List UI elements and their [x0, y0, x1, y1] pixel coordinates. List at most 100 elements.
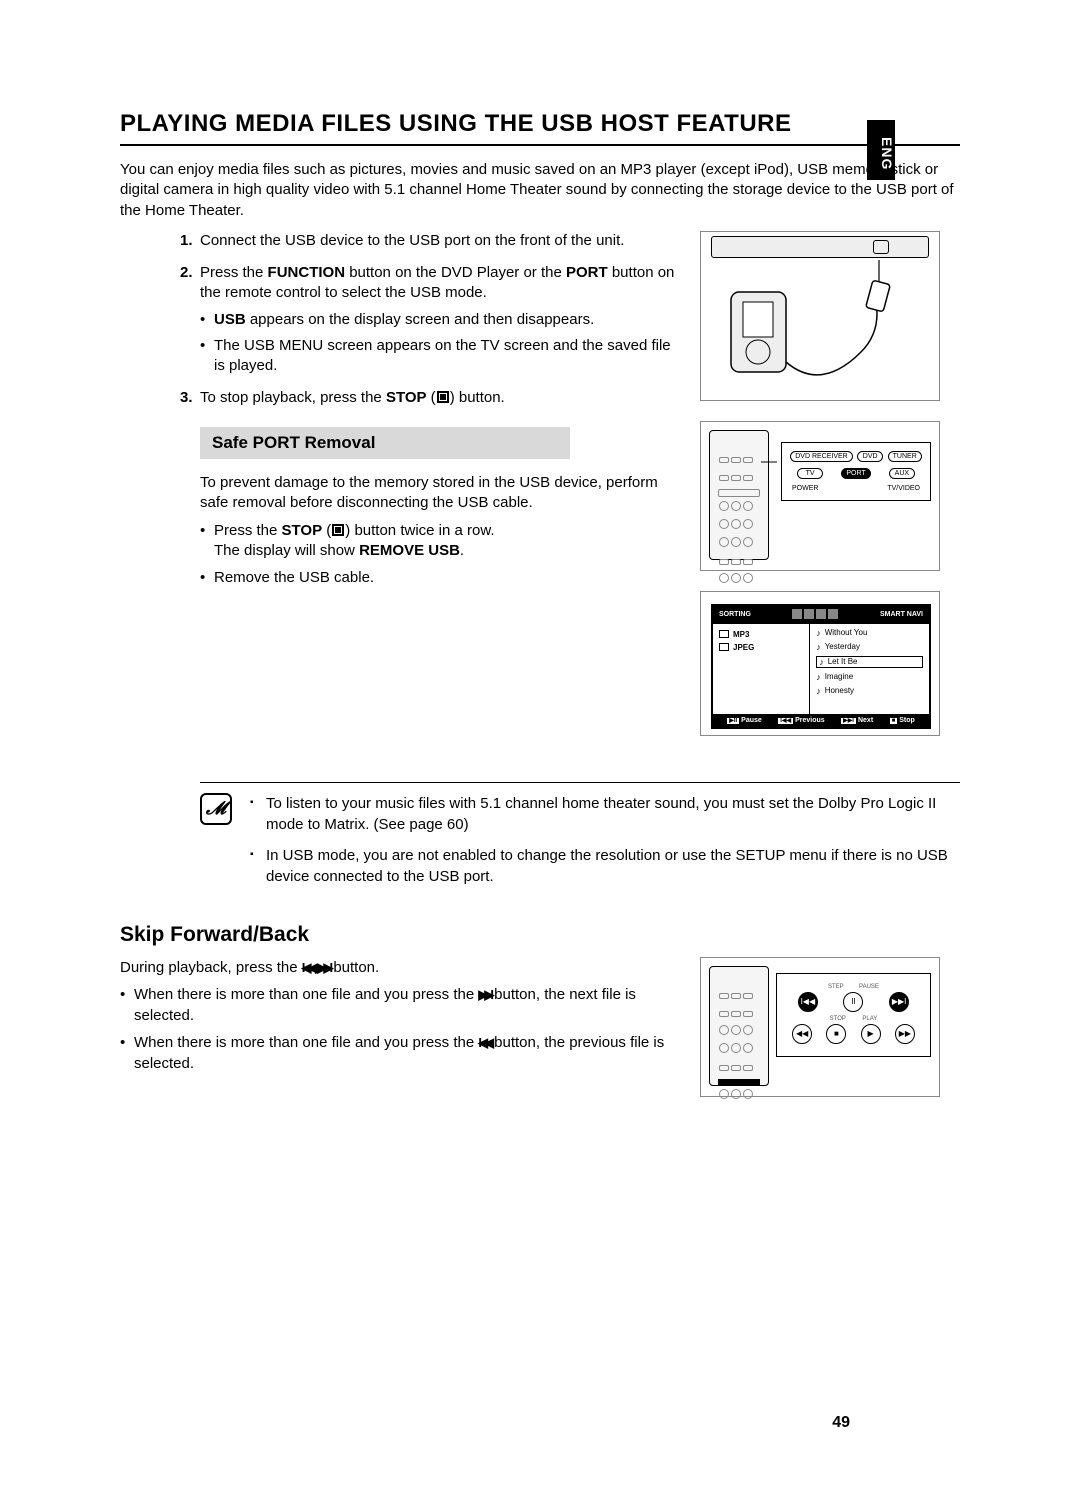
track-item: Honesty	[825, 686, 854, 695]
play-button: ▶	[861, 1024, 881, 1044]
safe-port-heading: Safe PORT Removal	[200, 427, 570, 459]
usb-device-illustration	[700, 231, 940, 401]
track-item-selected: Let It Be	[828, 657, 858, 666]
rewind-button: ◀◀	[792, 1024, 812, 1044]
folder-icon	[719, 643, 729, 651]
skip-forward-button-highlighted: ▶▶I	[889, 992, 909, 1012]
steps-list: 1. Connect the USB device to the USB por…	[120, 231, 680, 409]
tv-button: TV	[797, 468, 823, 479]
bullet-text: ) button twice in a row.	[345, 522, 494, 539]
pause-label: Pause	[741, 717, 762, 724]
skip-back-button-highlighted: I◀◀	[798, 992, 818, 1012]
skip-text: button.	[329, 959, 379, 976]
tuner-button: TUNER	[888, 451, 922, 462]
stop-label: STOP	[386, 389, 427, 406]
dvd-receiver-button: DVD RECEIVER	[790, 451, 853, 462]
step-text: button on the DVD Player or the	[345, 264, 566, 281]
step-label: STEP	[828, 984, 844, 990]
safe-port-bullet-2: Remove the USB cable.	[200, 568, 680, 588]
skip-bullet-1: When there is more than one file and you…	[120, 984, 680, 1026]
jpeg-folder: JPEG	[733, 643, 754, 652]
skip-intro: During playback, press the I◀◀,▶▶I butto…	[120, 957, 680, 978]
bullet-text: appears on the display screen and then d…	[246, 311, 595, 328]
music-icon: ♪	[816, 642, 821, 652]
next-icon: ▶▶I	[841, 718, 856, 724]
stop-label: STOP	[830, 1016, 846, 1022]
folder-icon	[719, 630, 729, 638]
skip-forward-icon: ▶▶I	[478, 987, 490, 1002]
previous-label: Previous	[795, 717, 825, 724]
port-callout: DVD RECEIVER DVD TUNER TV PORT AUX POWER…	[781, 442, 931, 501]
menu-icon	[816, 609, 826, 619]
skip-back-icon: I◀◀	[302, 960, 314, 975]
skip-forward-icon: ▶▶I	[318, 960, 330, 975]
stop-icon	[437, 391, 449, 403]
skip-heading: Skip Forward/Back	[120, 923, 960, 947]
remove-usb-label: REMOVE USB	[359, 542, 460, 559]
music-icon: ♪	[816, 686, 821, 696]
pause-icon: ▶II	[727, 718, 739, 724]
track-item: Without You	[825, 628, 868, 637]
bullet-text: (	[322, 522, 331, 539]
next-label: Next	[858, 717, 873, 724]
page-number: 49	[832, 1414, 850, 1432]
step-3: 3. To stop playback, press the STOP () b…	[200, 388, 680, 408]
pause-button: II	[843, 992, 863, 1012]
step-text: Press the	[200, 264, 268, 281]
menu-icon	[792, 609, 802, 619]
sorting-label: SORTING	[719, 611, 751, 618]
aux-button: AUX	[889, 468, 915, 479]
usb-menu-illustration: SORTING SMART NAVI MP3 JPEG ♪ Without You…	[700, 591, 940, 736]
port-label: PORT	[566, 264, 608, 281]
skip-bullet-2: When there is more than one file and you…	[120, 1032, 680, 1074]
step-text: ) button.	[450, 389, 505, 406]
skip-back-icon: I◀◀	[478, 1035, 490, 1050]
fastforward-button: ▶▶	[895, 1024, 915, 1044]
step-text: To stop playback, press the	[200, 389, 386, 406]
tvvideo-label: TV/VIDEO	[887, 485, 920, 492]
menu-icon	[828, 609, 838, 619]
safe-port-intro: To prevent damage to the memory stored i…	[200, 473, 680, 514]
step-text: Connect the USB device to the USB port o…	[200, 232, 624, 249]
step-number: 1.	[180, 231, 193, 251]
control-callout: STEP PAUSE I◀◀ II ▶▶I STOP PLAY ◀◀	[776, 973, 931, 1057]
stop-label: STOP	[282, 522, 323, 539]
intro-text: You can enjoy media files such as pictur…	[120, 160, 960, 221]
music-icon: ♪	[816, 628, 821, 638]
bullet-text: Press the	[214, 522, 282, 539]
safe-port-bullet-1: Press the STOP ( ) button twice in a row.…	[200, 521, 680, 562]
step-text: (	[427, 389, 436, 406]
step-number: 3.	[180, 388, 193, 408]
note-1: To listen to your music files with 5.1 c…	[250, 793, 960, 835]
step-number: 2.	[180, 263, 193, 283]
step-2-bullet-2: The USB MENU screen appears on the TV sc…	[200, 336, 680, 377]
smartnavi-label: SMART NAVI	[880, 611, 923, 618]
remote-port-illustration: DVD RECEIVER DVD TUNER TV PORT AUX POWER…	[700, 421, 940, 571]
language-tab: ENG	[867, 120, 895, 180]
usb-menu-left-pane: MP3 JPEG	[713, 624, 810, 714]
power-label: POWER	[792, 485, 818, 492]
stop-icon	[332, 524, 344, 536]
bullet-text: When there is more than one file and you…	[134, 1034, 478, 1051]
stop-label: Stop	[899, 717, 915, 724]
track-item: Imagine	[825, 672, 853, 681]
mp3-folder: MP3	[733, 630, 749, 639]
note-divider	[200, 782, 960, 783]
step-2-bullet-1: USB appears on the display screen and th…	[200, 310, 680, 330]
dvd-button: DVD	[857, 451, 883, 462]
pause-label: PAUSE	[859, 984, 879, 990]
track-item: Yesterday	[825, 642, 860, 651]
port-button-highlighted: PORT	[841, 468, 870, 479]
bullet-text: .	[460, 542, 464, 559]
stop-button: ■	[826, 1024, 846, 1044]
step-1: 1. Connect the USB device to the USB por…	[200, 231, 680, 251]
music-icon: ♪	[816, 672, 821, 682]
music-icon: ♪	[819, 657, 824, 667]
skip-text: During playback, press the	[120, 959, 302, 976]
usb-label: USB	[214, 311, 246, 328]
menu-icon	[804, 609, 814, 619]
remote-icon	[709, 966, 769, 1086]
bullet-text: The display will show	[214, 542, 359, 559]
stop-icon: ■	[890, 718, 898, 724]
play-label: PLAY	[862, 1016, 877, 1022]
